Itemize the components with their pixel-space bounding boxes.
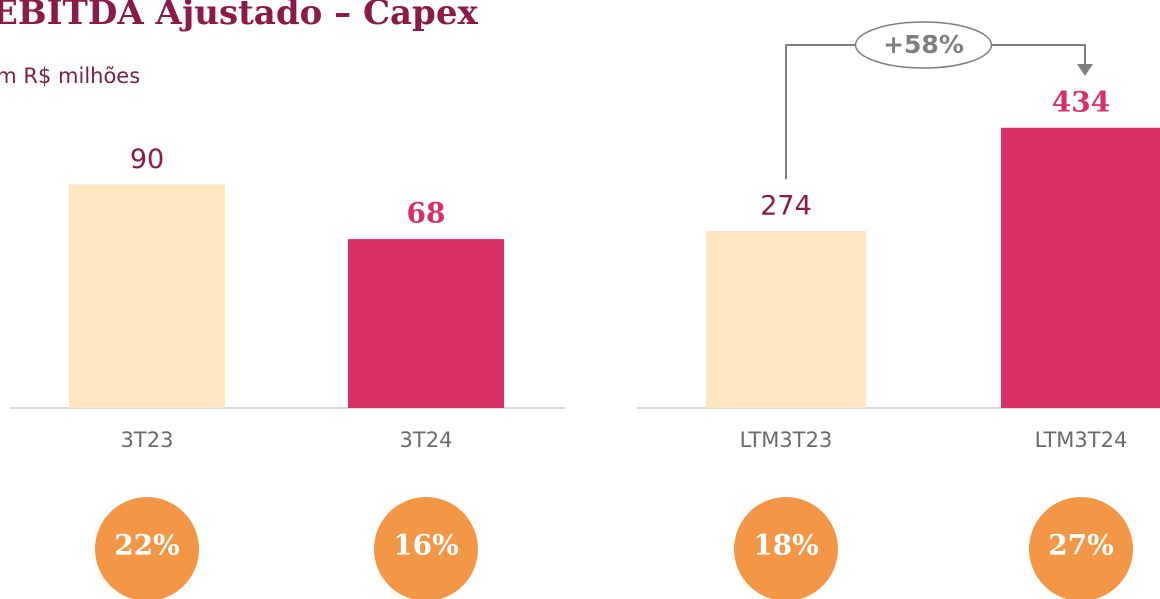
margin-label: 16% [393, 529, 459, 562]
value-label: 434 [1052, 85, 1110, 118]
annotation-arrow [1077, 64, 1093, 76]
margin-label: 18% [753, 529, 819, 562]
x-tick-label: 3T24 [400, 428, 453, 452]
bar [348, 239, 504, 408]
chart-subtitle: Em R$ milhões [0, 64, 140, 88]
bar [1001, 127, 1160, 408]
margin-label: 27% [1048, 529, 1114, 562]
margin-circle [1029, 497, 1133, 599]
bar [706, 231, 866, 408]
annotation-bubble [854, 21, 993, 69]
x-tick-label: LTM3T23 [740, 428, 833, 452]
margin-circle [95, 497, 199, 599]
margin-circle [374, 497, 478, 599]
value-label: 90 [130, 144, 164, 175]
x-tick-label: 3T23 [121, 428, 174, 452]
margin-label: 22% [114, 529, 180, 562]
x-tick-label: LTM3T24 [1035, 428, 1128, 452]
value-label: 274 [760, 191, 812, 222]
chart-title: EBITDA Ajustado – Capex [0, 0, 478, 33]
bar [69, 184, 225, 408]
annotation: +58% [883, 30, 964, 59]
value-label: 68 [407, 197, 446, 230]
margin-circle [734, 497, 838, 599]
